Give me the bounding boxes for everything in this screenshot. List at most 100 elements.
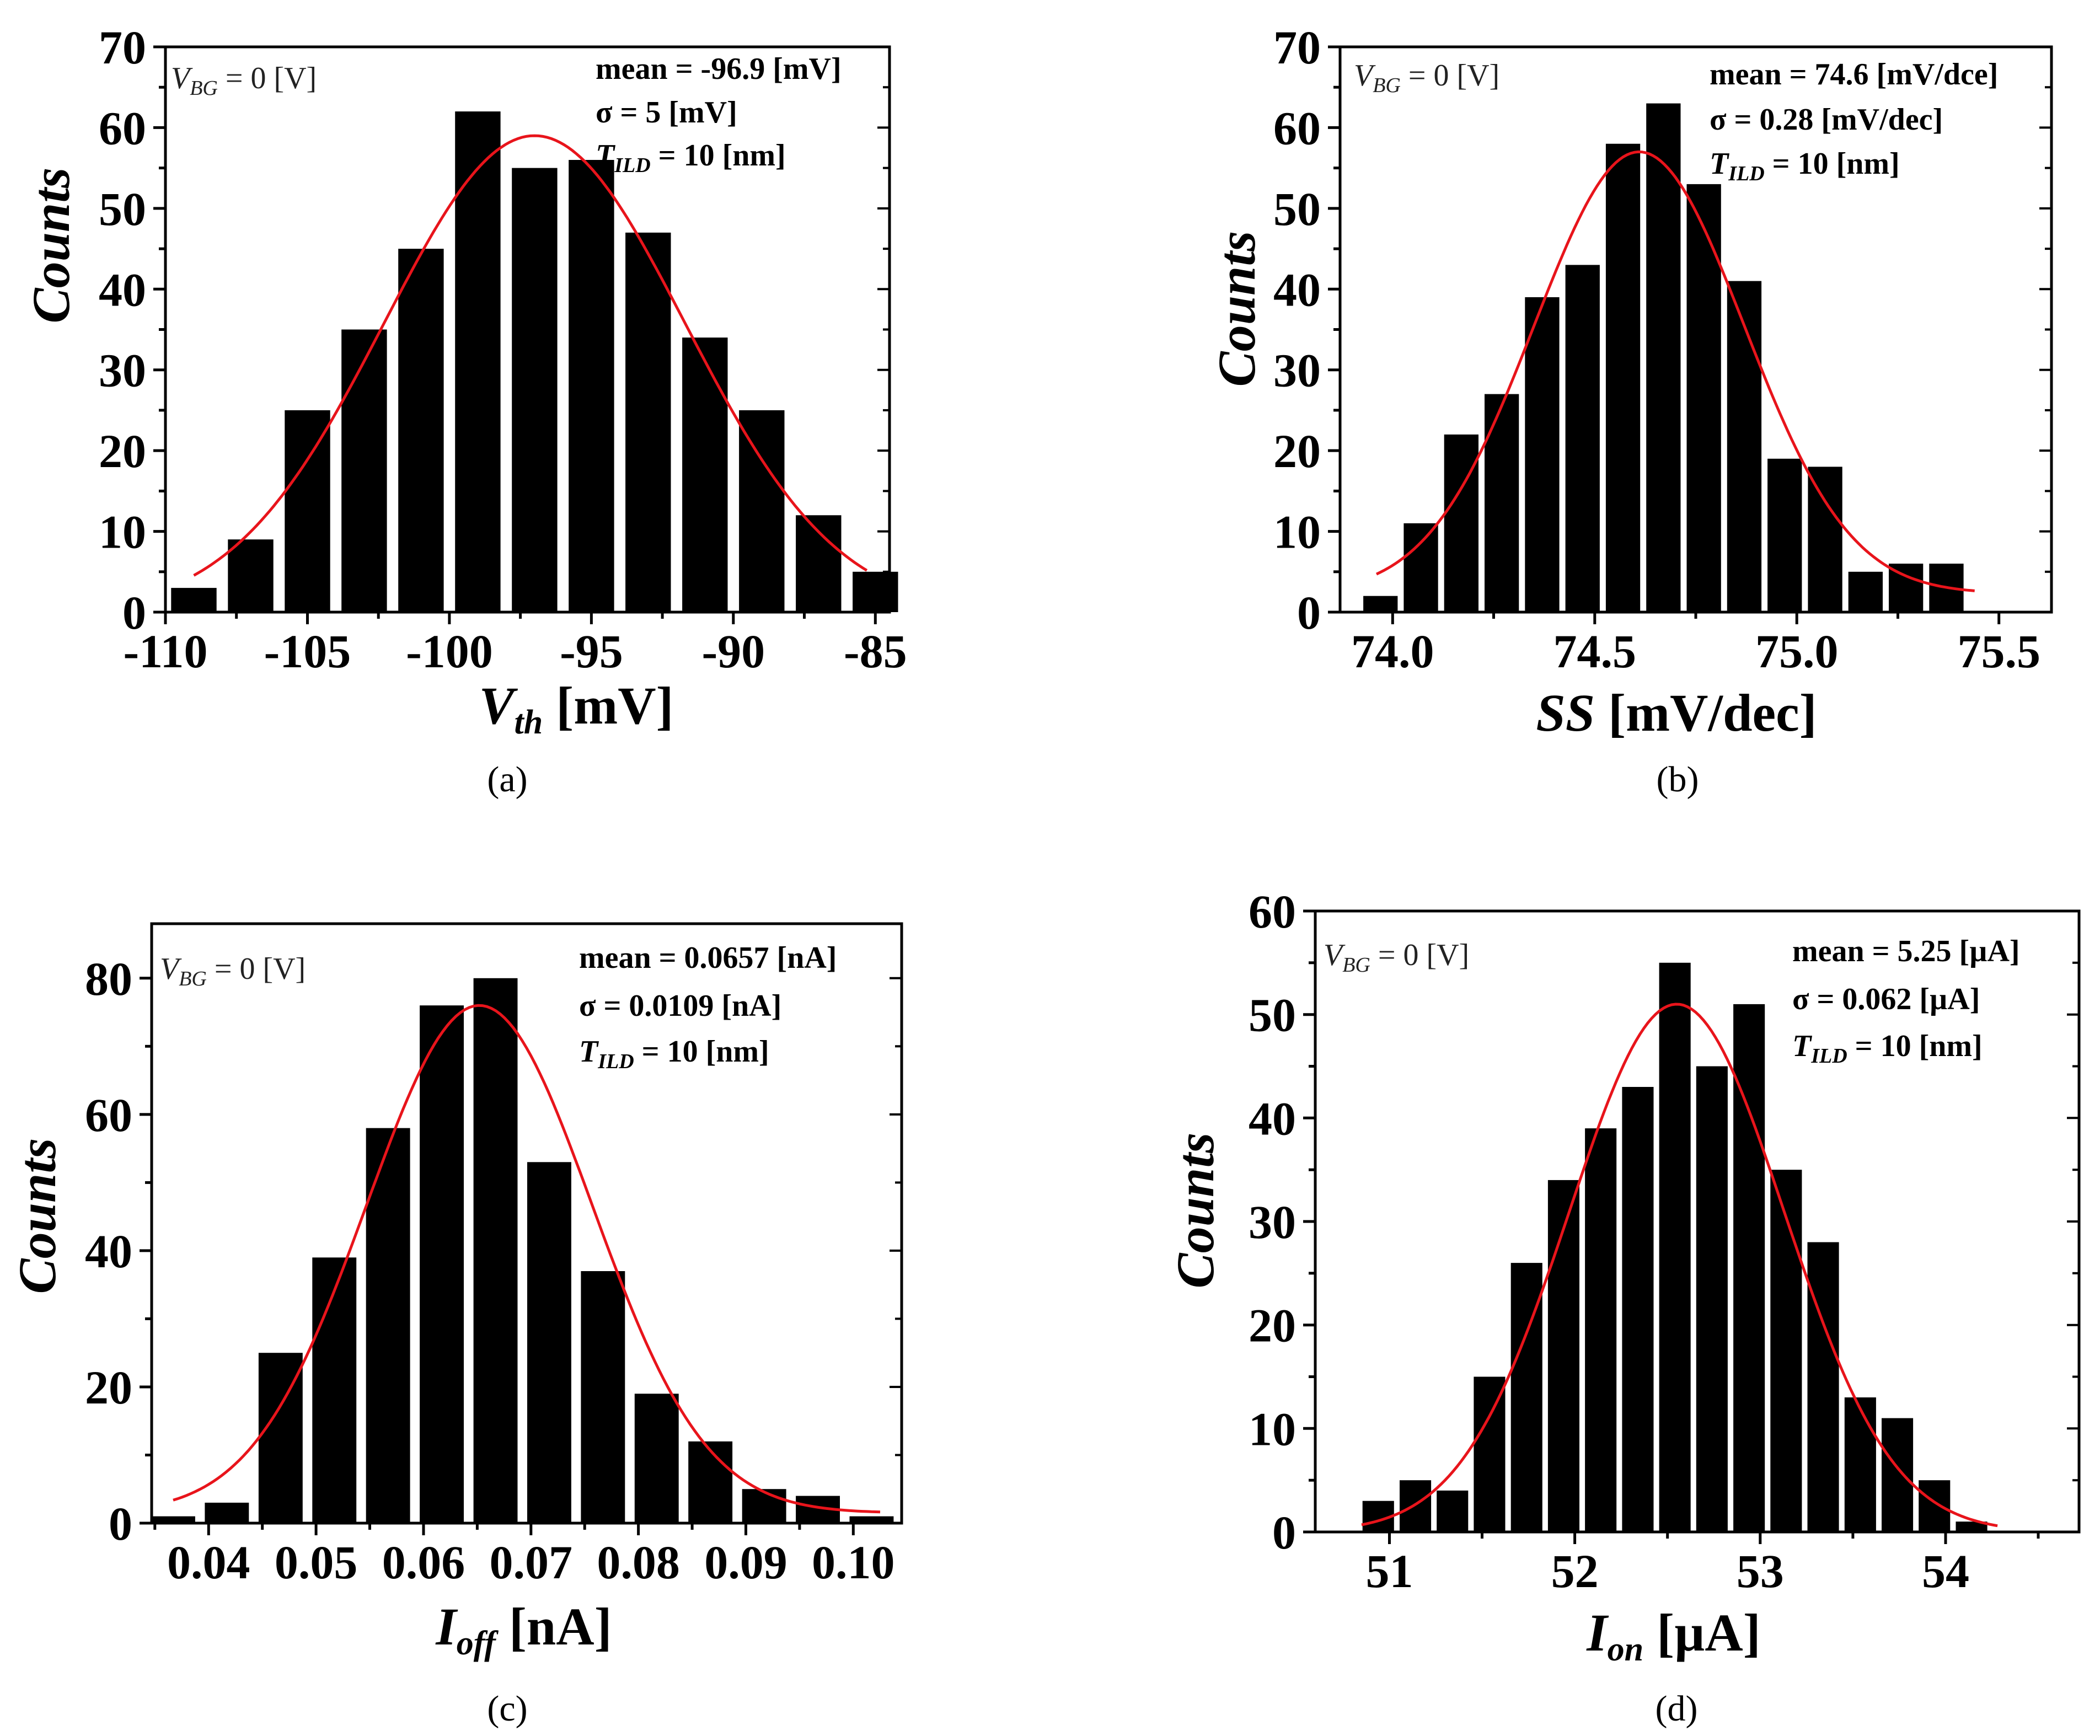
bar-a-7 bbox=[569, 160, 614, 612]
bar-a-9 bbox=[682, 337, 728, 612]
x-tick-label-c-2: 0.06 bbox=[382, 1536, 465, 1589]
y-axis-title-a: Counts bbox=[22, 168, 81, 324]
gaussian-fit-c bbox=[173, 1004, 881, 1514]
stat-tild-b-rest: = 10 [nm] bbox=[1765, 147, 1900, 181]
bar-series-b bbox=[1363, 103, 1964, 613]
bar-b-6 bbox=[1605, 143, 1641, 612]
x-axis-title-c-main: I bbox=[435, 1597, 458, 1656]
stat-tild-c-rest: = 10 [nm] bbox=[634, 1035, 769, 1069]
x-axis-title-b: SS [mV/dec] bbox=[1536, 683, 1817, 742]
x-tick-label-d-0: 51 bbox=[1366, 1545, 1413, 1598]
y-tick-label-c-1: 20 bbox=[85, 1361, 132, 1414]
bar-d-15 bbox=[1919, 1480, 1951, 1532]
bar-c-6 bbox=[473, 978, 518, 1523]
x-tick-label-a-5: -85 bbox=[844, 625, 907, 678]
bar-b-4 bbox=[1525, 297, 1560, 612]
vbg-label-b-sub: BG bbox=[1373, 74, 1401, 97]
y-tick-label-b-7: 70 bbox=[1273, 21, 1321, 74]
bar-b-7 bbox=[1646, 103, 1681, 612]
bar-series-c bbox=[151, 978, 894, 1523]
y-tick-label-a-1: 10 bbox=[99, 506, 146, 559]
vbg-label-b-main: V bbox=[1354, 58, 1376, 93]
bar-a-10 bbox=[739, 410, 785, 612]
x-tick-label-b-2: 75.0 bbox=[1755, 625, 1839, 678]
y-tick-label-b-6: 60 bbox=[1273, 101, 1321, 154]
x-axis-title-d-sub: on bbox=[1608, 1631, 1643, 1668]
y-tick-label-a-2: 20 bbox=[99, 425, 146, 478]
stat-mean-a: mean = -96.9 [mV] bbox=[596, 52, 842, 86]
y-tick-label-d-5: 50 bbox=[1249, 989, 1296, 1042]
bar-b-11 bbox=[1808, 467, 1842, 612]
axes-a: -110 -105 -100 -95 -90 -85 0 10 20 30 40 50 60 70 bbox=[99, 21, 907, 678]
gaussian-fit-d bbox=[1361, 1003, 1998, 1528]
y-tick-label-b-1: 10 bbox=[1273, 506, 1321, 559]
bar-c-10 bbox=[688, 1441, 733, 1523]
stat-sigma-c: σ = 0.0109 [nA] bbox=[579, 989, 781, 1023]
bar-d-8 bbox=[1659, 962, 1691, 1532]
x-tick-label-a-4: -90 bbox=[701, 625, 765, 678]
caption-b: (b) bbox=[1657, 759, 1699, 800]
vbg-label-a-rest: = 0 [V] bbox=[218, 61, 317, 95]
stat-tild-b-main: T bbox=[1710, 147, 1730, 181]
bar-c-7 bbox=[527, 1162, 571, 1523]
stat-mean-b: mean = 74.6 [mV/dce] bbox=[1710, 57, 1998, 92]
caption-a: (a) bbox=[487, 759, 527, 800]
vbg-label-b-rest: = 0 [V] bbox=[1401, 58, 1499, 93]
x-axis-title-c-unit: [nA] bbox=[496, 1597, 612, 1656]
stat-mean-c: mean = 0.0657 [nA] bbox=[579, 941, 837, 975]
bar-d-9 bbox=[1696, 1066, 1728, 1532]
bar-c-13 bbox=[849, 1516, 894, 1523]
vbg-label-a-sub: BG bbox=[190, 77, 218, 100]
x-axis-title-c: Ioff [nA] bbox=[435, 1597, 612, 1662]
stat-tild-c-sub: ILD bbox=[597, 1050, 634, 1073]
x-tick-label-a-2: -100 bbox=[406, 625, 493, 678]
stat-tild-a-rest: = 10 [nm] bbox=[651, 138, 786, 173]
y-tick-label-a-0: 0 bbox=[122, 586, 146, 639]
bar-d-6 bbox=[1585, 1128, 1617, 1532]
caption-d: (d) bbox=[1656, 1689, 1698, 1729]
axes-c: 0.04 0.05 0.06 0.07 0.08 0.09 0.10 0 20 40 60 80 bbox=[85, 922, 903, 1589]
x-axis-title-a-main: V bbox=[479, 676, 518, 735]
chart-panel-a: -110 -105 -100 -95 -90 -85 0 10 20 30 40 50 60 70 Cou… bbox=[22, 21, 907, 800]
bar-c-8 bbox=[581, 1271, 625, 1523]
stat-tild-a-sub: ILD bbox=[614, 154, 650, 177]
stat-tild-d-main: T bbox=[1792, 1029, 1813, 1063]
y-tick-label-c-2: 40 bbox=[85, 1225, 132, 1278]
bar-d-5 bbox=[1547, 1180, 1579, 1532]
x-tick-label-d-2: 53 bbox=[1737, 1545, 1784, 1598]
x-tick-label-c-4: 0.08 bbox=[597, 1536, 680, 1589]
stat-tild-d: TILD = 10 [nm] bbox=[1792, 1029, 1983, 1068]
bar-d-2 bbox=[1437, 1490, 1469, 1532]
bar-a-11 bbox=[796, 515, 842, 612]
x-tick-label-a-3: -95 bbox=[560, 625, 623, 678]
fit-curve-a bbox=[193, 134, 868, 577]
bar-series-a bbox=[171, 111, 898, 613]
vbg-label-c-sub: BG bbox=[179, 967, 207, 990]
stat-tild-a: TILD = 10 [nm] bbox=[596, 138, 786, 177]
x-axis-title-d-unit: [µA] bbox=[1643, 1603, 1761, 1662]
y-tick-label-b-0: 0 bbox=[1297, 586, 1321, 639]
bar-c-11 bbox=[742, 1489, 786, 1523]
bar-a-1 bbox=[228, 539, 274, 612]
y-tick-label-c-0: 0 bbox=[109, 1497, 132, 1550]
bar-c-9 bbox=[634, 1394, 679, 1523]
labels-b: Counts SS [mV/dec] VBG = 0 [V] mean = 74… bbox=[1207, 57, 1998, 800]
fit-curve-d bbox=[1361, 1003, 1998, 1528]
labels-c: Counts Ioff [nA] VBG = 0 [V] mean = 0.06… bbox=[8, 941, 837, 1729]
bar-c-4 bbox=[366, 1128, 410, 1523]
labels-a: Counts Vth [mV] VBG = 0 [V] mean = -96.9… bbox=[22, 52, 842, 800]
x-tick-label-c-3: 0.07 bbox=[490, 1536, 573, 1589]
bar-d-11 bbox=[1770, 1170, 1802, 1532]
plot-frame-c bbox=[150, 922, 903, 1525]
x-tick-label-b-0: 74.0 bbox=[1351, 625, 1434, 678]
stat-tild-b: TILD = 10 [nm] bbox=[1710, 147, 1900, 185]
x-axis-title-b-main: SS bbox=[1536, 683, 1595, 742]
bar-d-1 bbox=[1400, 1480, 1432, 1532]
stat-tild-c: TILD = 10 [nm] bbox=[579, 1035, 769, 1073]
chart-panel-b: 74.0 74.5 75.0 75.5 0 10 20 30 40 50 60 70 Counts S… bbox=[1207, 21, 2053, 800]
bar-a-12 bbox=[853, 571, 898, 612]
vbg-label-d-main: V bbox=[1324, 938, 1346, 972]
vbg-label-c-rest: = 0 [V] bbox=[207, 952, 306, 986]
bar-a-3 bbox=[341, 329, 387, 612]
